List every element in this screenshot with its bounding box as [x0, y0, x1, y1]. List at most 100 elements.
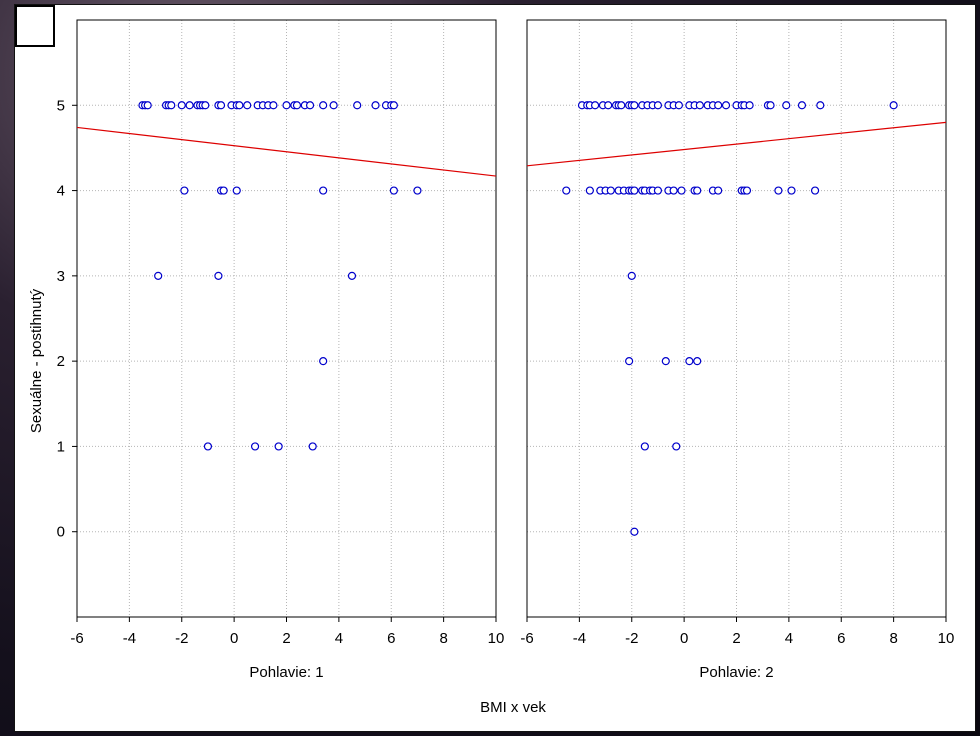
data-point	[782, 101, 791, 110]
data-point	[232, 186, 241, 195]
corner-box	[15, 5, 55, 47]
y-tick-label: 3	[57, 268, 65, 285]
x-tick-label: 8	[439, 630, 447, 647]
y-axis-label: Sexuálne - postihnutý	[28, 288, 45, 433]
data-point	[143, 101, 152, 110]
x-tick-label: 2	[282, 630, 290, 647]
scatter-plot: -6 -4 -2 0 2 4 6 8 10 0 1 2 3 4 5 Pohlavie: 1 -6 -4 -2 0 2 4 6…	[28, 19, 955, 716]
data-point	[693, 186, 702, 195]
x-tick-label: 6	[837, 630, 845, 647]
data-point	[640, 442, 649, 451]
data-point	[167, 101, 176, 110]
data-point	[308, 442, 317, 451]
data-point	[714, 186, 723, 195]
x-tick-label: 6	[387, 630, 395, 647]
data-point	[630, 101, 639, 110]
data-point	[625, 357, 634, 366]
data-point	[305, 101, 315, 110]
y-tick-label: 1	[57, 438, 65, 455]
data-point	[269, 101, 278, 110]
data-point	[630, 527, 639, 536]
data-point	[235, 101, 244, 110]
data-point	[353, 101, 362, 110]
data-point	[672, 442, 681, 451]
data-point	[185, 101, 194, 110]
x-axis-label: BMI x vek	[480, 699, 546, 716]
data-point	[371, 101, 380, 110]
data-point	[282, 101, 291, 110]
data-point	[177, 101, 186, 110]
data-point	[669, 186, 678, 195]
data-point	[742, 186, 752, 195]
data-point	[685, 357, 694, 366]
x-tick-label: -2	[625, 630, 638, 647]
data-point	[319, 186, 328, 195]
data-point	[889, 101, 898, 110]
panel-1: -6 -4 -2 0 2 4 6 8 10 0 1 2 3 4 5 Pohlavie: 1	[57, 19, 505, 681]
data-point	[329, 101, 338, 110]
data-point	[154, 271, 163, 280]
data-point	[606, 186, 615, 195]
regression-line	[76, 126, 497, 177]
data-point	[774, 186, 783, 195]
data-point	[201, 101, 210, 110]
data-point	[653, 101, 663, 110]
panel-label: Pohlavie: 1	[249, 664, 323, 681]
x-tick-label: -4	[123, 630, 136, 647]
data-point	[617, 101, 626, 110]
y-tick-label: 0	[57, 524, 65, 541]
data-point	[319, 357, 328, 366]
panel-label: Pohlavie: 2	[699, 664, 773, 681]
data-point	[274, 442, 283, 451]
x-tick-label: 10	[938, 630, 955, 647]
data-point	[653, 186, 663, 195]
data-point	[714, 101, 723, 110]
data-point	[413, 186, 422, 195]
data-point	[604, 101, 613, 110]
data-point	[219, 186, 228, 195]
data-point	[721, 101, 731, 110]
data-point	[627, 271, 636, 280]
data-point	[585, 186, 594, 195]
x-tick-label: 2	[732, 630, 740, 647]
data-point	[677, 186, 686, 195]
panel-2: -6 -4 -2 0 2 4 6 8 10 Pohlavie: 2	[520, 19, 955, 681]
data-point	[787, 186, 796, 195]
x-tick-label: 10	[488, 630, 505, 647]
data-point	[319, 101, 328, 110]
data-point	[216, 101, 226, 110]
data-point	[214, 271, 223, 280]
chart-frame: -6 -4 -2 0 2 4 6 8 10 0 1 2 3 4 5 Pohlavie: 1 -6 -4 -2 0 2 4 6…	[14, 4, 976, 732]
y-tick-label: 5	[57, 97, 65, 114]
x-tick-label: 4	[785, 630, 793, 647]
data-point	[389, 186, 398, 195]
x-tick-label: -6	[520, 630, 533, 647]
data-point	[745, 101, 754, 110]
data-point	[347, 271, 357, 280]
x-tick-label: 0	[680, 630, 688, 647]
data-point	[590, 101, 600, 110]
data-point	[180, 186, 189, 195]
data-point	[766, 101, 775, 110]
y-tick-label: 2	[57, 353, 65, 370]
data-point	[797, 101, 807, 110]
data-point	[695, 101, 704, 110]
x-tick-label: 8	[889, 630, 897, 647]
data-point	[203, 442, 213, 451]
x-tick-label: -6	[70, 630, 83, 647]
data-point	[562, 186, 571, 195]
x-tick-label: 0	[230, 630, 238, 647]
x-tick-label: -4	[573, 630, 586, 647]
data-point	[693, 357, 702, 366]
y-tick-label: 4	[57, 183, 65, 200]
x-tick-label: -2	[175, 630, 188, 647]
data-point	[243, 101, 252, 110]
data-point	[810, 186, 820, 195]
data-point	[250, 442, 260, 451]
data-point	[389, 101, 398, 110]
data-point	[630, 186, 639, 195]
data-point	[674, 101, 683, 110]
x-tick-label: 4	[335, 630, 343, 647]
data-point	[816, 101, 825, 110]
regression-line	[526, 121, 947, 167]
